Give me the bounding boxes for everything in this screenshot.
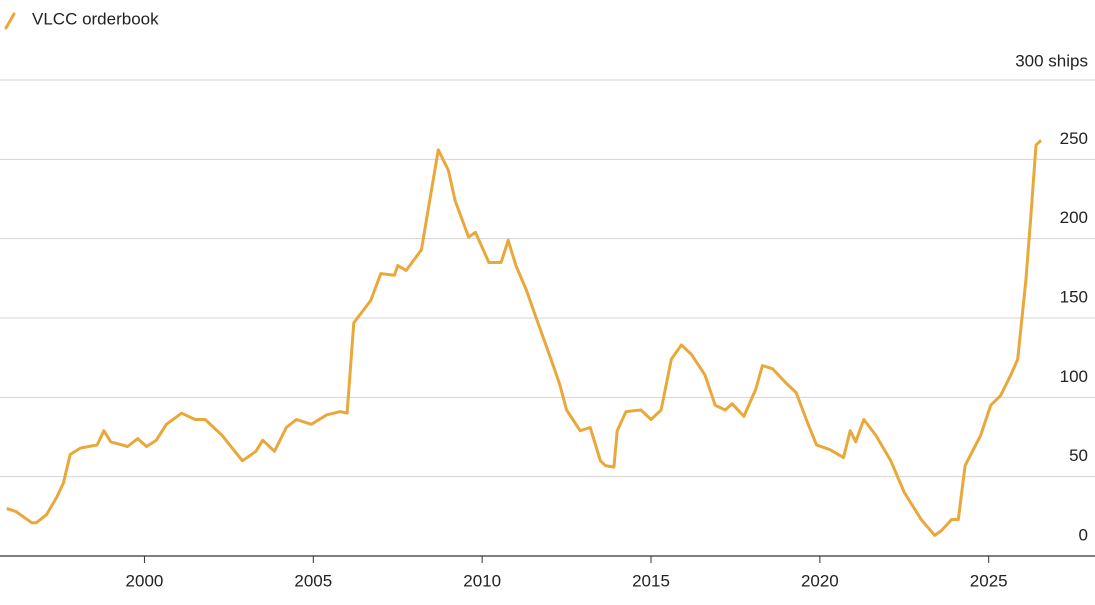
x-tick-label: 2010 bbox=[463, 571, 501, 590]
x-tick-label: 2005 bbox=[294, 571, 332, 590]
y-tick-label: 0 bbox=[1079, 525, 1088, 544]
y-tick-label: 300 ships bbox=[1015, 51, 1088, 70]
x-tick-label: 2015 bbox=[632, 571, 670, 590]
y-tick-label: 50 bbox=[1069, 446, 1088, 465]
legend-label: VLCC orderbook bbox=[32, 9, 159, 28]
x-tick-label: 2020 bbox=[801, 571, 839, 590]
y-tick-label: 200 bbox=[1060, 208, 1088, 227]
x-tick-label: 2025 bbox=[970, 571, 1008, 590]
y-tick-label: 150 bbox=[1060, 287, 1088, 306]
x-tick-label: 2000 bbox=[126, 571, 164, 590]
y-tick-label: 100 bbox=[1060, 367, 1088, 386]
data-line bbox=[6, 139, 1043, 537]
legend-swatch bbox=[4, 12, 16, 30]
y-tick-label: 250 bbox=[1060, 129, 1088, 148]
